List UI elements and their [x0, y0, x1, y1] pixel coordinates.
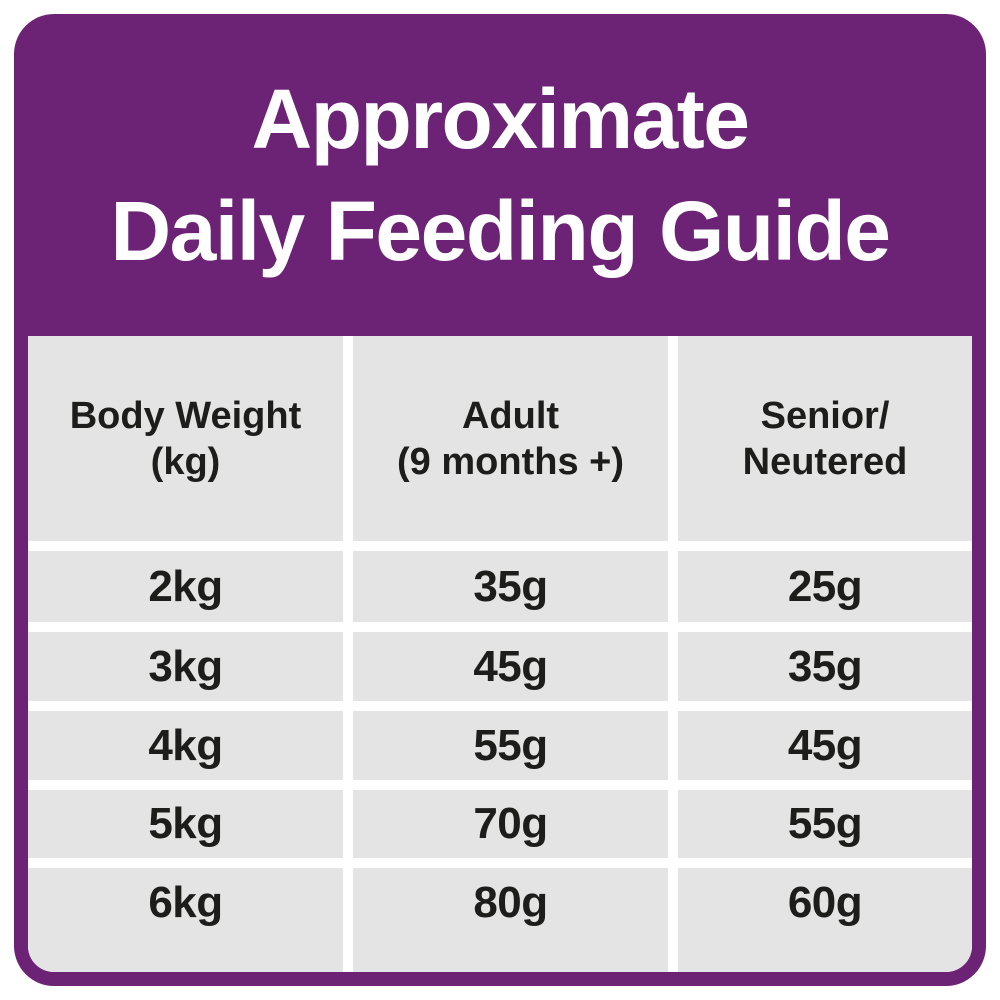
- cell-row1-weight: 2kg: [28, 551, 343, 622]
- cell-row3-adult: 55g: [353, 711, 668, 780]
- cell-row5-senior: 60g: [678, 868, 972, 972]
- title-section: Approximate Daily Feeding Guide: [14, 14, 986, 336]
- cell-row3-weight: 4kg: [28, 711, 343, 780]
- feeding-guide-card: Approximate Daily Feeding Guide Body Wei…: [14, 14, 986, 986]
- cell-row1-adult: 35g: [353, 551, 668, 622]
- feeding-table: Body Weight (kg) Adult (9 months +) Seni…: [28, 336, 972, 972]
- page-title-line-2: Daily Feeding Guide: [110, 184, 891, 278]
- cell-row4-senior: 55g: [678, 790, 972, 858]
- cell-row4-weight: 5kg: [28, 790, 343, 858]
- header-cell-adult: Adult (9 months +): [353, 336, 668, 541]
- header-body-weight-line2: (kg): [150, 440, 221, 483]
- header-senior-line1: Senior/: [760, 394, 890, 437]
- cell-row4-adult: 70g: [353, 790, 668, 858]
- header-cell-senior-neutered: Senior/ Neutered: [678, 336, 972, 541]
- cell-row5-adult: 80g: [353, 868, 668, 972]
- page-title-line-1: Approximate: [251, 72, 750, 166]
- header-adult-line2: (9 months +): [397, 440, 624, 483]
- cell-row2-weight: 3kg: [28, 632, 343, 701]
- cell-row2-adult: 45g: [353, 632, 668, 701]
- cell-row2-senior: 35g: [678, 632, 972, 701]
- cell-row1-senior: 25g: [678, 551, 972, 622]
- header-senior-line2: Neutered: [742, 440, 908, 483]
- header-body-weight-line1: Body Weight: [69, 394, 302, 437]
- cell-row3-senior: 45g: [678, 711, 972, 780]
- header-adult-line1: Adult: [461, 394, 560, 437]
- cell-row5-weight: 6kg: [28, 868, 343, 972]
- header-cell-body-weight: Body Weight (kg): [28, 336, 343, 541]
